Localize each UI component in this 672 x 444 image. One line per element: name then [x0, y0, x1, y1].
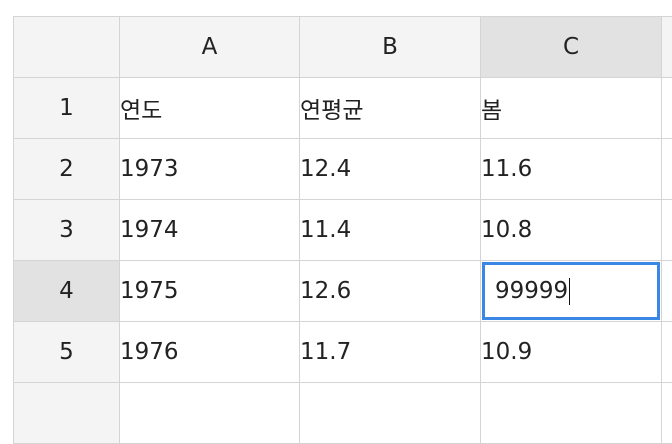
- cell-c6[interactable]: [481, 383, 662, 444]
- select-all-corner[interactable]: [14, 17, 120, 78]
- cell-a3[interactable]: 1974: [120, 200, 300, 261]
- cell-c2[interactable]: 11.6: [481, 139, 662, 200]
- cell-d4[interactable]: [662, 261, 672, 322]
- column-header-b[interactable]: B: [300, 17, 481, 78]
- cell-a1[interactable]: 연도: [120, 78, 300, 139]
- table-row: 3 1974 11.4 10.8: [14, 200, 672, 261]
- cell-editor-value: 99999: [495, 278, 568, 304]
- column-header-next[interactable]: [662, 17, 672, 78]
- cell-table: A B C 1 연도 연평균 봄 2 1973 12.4 11.6 3 1974…: [13, 16, 672, 444]
- cell-a6[interactable]: [120, 383, 300, 444]
- cell-d2[interactable]: [662, 139, 672, 200]
- cell-a4[interactable]: 1975: [120, 261, 300, 322]
- table-row-partial: [14, 383, 672, 444]
- cell-b3[interactable]: 11.4: [300, 200, 481, 261]
- cell-b2[interactable]: 12.4: [300, 139, 481, 200]
- cell-b5[interactable]: 11.7: [300, 322, 481, 383]
- row-header-6[interactable]: [14, 383, 120, 444]
- cell-editor[interactable]: 99999: [482, 262, 660, 320]
- column-header-c[interactable]: C: [481, 17, 662, 78]
- cell-d6[interactable]: [662, 383, 672, 444]
- cell-b4[interactable]: 12.6: [300, 261, 481, 322]
- cell-d5[interactable]: [662, 322, 672, 383]
- row-header-3[interactable]: 3: [14, 200, 120, 261]
- table-row: 4 1975 12.6 99999: [14, 261, 672, 322]
- table-row: 2 1973 12.4 11.6: [14, 139, 672, 200]
- column-header-a[interactable]: A: [120, 17, 300, 78]
- spreadsheet-grid: A B C 1 연도 연평균 봄 2 1973 12.4 11.6 3 1974…: [0, 0, 672, 400]
- cell-d1[interactable]: [662, 78, 672, 139]
- column-header-row: A B C: [14, 17, 672, 78]
- row-header-4[interactable]: 4: [14, 261, 120, 322]
- cell-a2[interactable]: 1973: [120, 139, 300, 200]
- cell-d3[interactable]: [662, 200, 672, 261]
- row-header-1[interactable]: 1: [14, 78, 120, 139]
- text-caret: [569, 278, 570, 305]
- cell-c1[interactable]: 봄: [481, 78, 662, 139]
- cell-b6[interactable]: [300, 383, 481, 444]
- table-row: 1 연도 연평균 봄: [14, 78, 672, 139]
- cell-c3[interactable]: 10.8: [481, 200, 662, 261]
- cell-a5[interactable]: 1976: [120, 322, 300, 383]
- table-row: 5 1976 11.7 10.9: [14, 322, 672, 383]
- cell-c4-active[interactable]: 99999: [481, 261, 662, 322]
- row-header-2[interactable]: 2: [14, 139, 120, 200]
- cell-c5[interactable]: 10.9: [481, 322, 662, 383]
- cell-b1[interactable]: 연평균: [300, 78, 481, 139]
- row-header-5[interactable]: 5: [14, 322, 120, 383]
